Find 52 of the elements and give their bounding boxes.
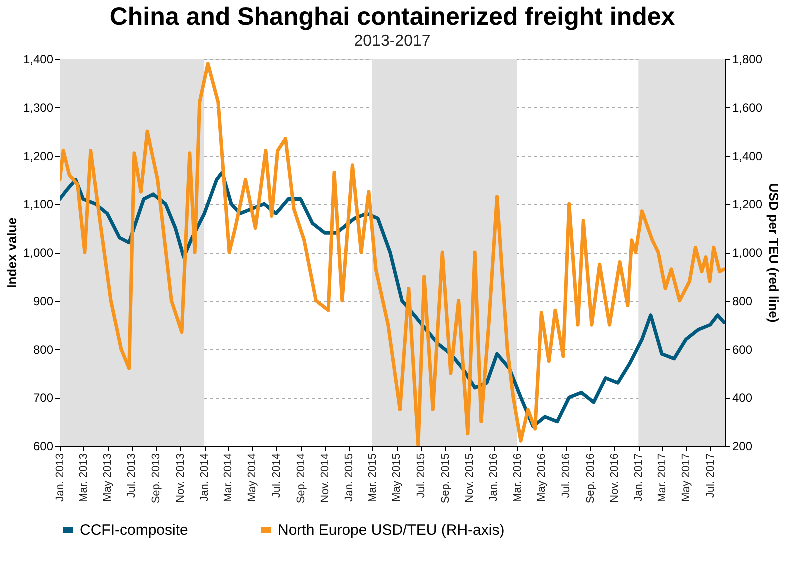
y-tick-label: 1,100 [23,198,54,212]
x-tick-label: Mar. 2017 [656,454,669,502]
x-tick-label: Sep. 2014 [295,454,308,504]
y-tick-label: 1,400 [23,52,54,66]
x-tick-label: Jul. 2013 [126,454,138,498]
x-tick-label: Nov. 2013 [174,454,187,503]
x-tick-label: Jan. 2013 [54,454,66,502]
x-tick-label: Jul. 2017 [704,454,717,498]
x-tick-label: May 2017 [680,454,693,502]
y-tick-label: 1,200 [23,149,54,164]
chart-subtitle: 2013-2017 [354,33,431,50]
x-tick-label: Jul. 2014 [270,454,283,498]
x-tick-label: Mar. 2016 [512,454,524,502]
legend-label: CCFI-composite [80,522,188,539]
x-tick-label: Mar. 2014 [222,454,234,502]
x-tick-label: Mar. 2013 [78,454,90,502]
x-tick-label: May 2013 [102,454,114,502]
x-tick-label: Sep. 2016 [584,454,597,504]
y2-tick-label: 400 [732,391,753,406]
chart-title: China and Shanghai containerized freight index [110,3,676,31]
x-tick-label: Nov. 2016 [608,454,621,503]
x-tick-label: Jul. 2016 [560,454,572,498]
x-tick-label: Jan. 2017 [633,454,646,502]
y2-tick-label: 1,800 [732,52,763,66]
x-tick-label: Jul. 2015 [415,454,428,498]
x-tick-label: May 2016 [536,454,548,502]
y-tick-label: 700 [33,391,54,406]
y2-tick-label: 1,400 [732,149,763,164]
y-tick-label: 600 [33,440,54,454]
y-tick-label: 800 [33,342,54,357]
x-tick-label: May 2014 [246,454,259,502]
y2-tick-label: 800 [732,294,753,308]
y2-tick-label: 200 [732,440,753,454]
y-tick-label: 900 [33,294,54,308]
x-tick-label: Jan. 2014 [199,454,212,502]
y2-tick-label: 1,200 [732,198,763,212]
x-tick-label: Sep. 2015 [440,454,452,504]
x-tick-label: Nov. 2014 [319,454,332,503]
y-tick-label: 1,300 [23,100,54,115]
x-tick-label: Mar. 2015 [367,454,379,502]
y-axis-title: Index value [4,218,20,288]
legend-label: North Europe USD/TEU (RH-axis) [278,522,505,539]
y2-tick-label: 1,000 [732,246,763,260]
x-tick-label: Jan. 2015 [344,454,356,502]
x-tick-label: Jan. 2016 [488,454,500,502]
y2-tick-label: 600 [732,342,753,357]
y2-tick-label: 1,600 [732,100,763,115]
x-tick-label: May 2015 [391,454,404,502]
y-tick-label: 1,000 [23,246,54,260]
y2-axis-title: USD per TEU (red line) [766,183,782,323]
x-tick-label: Sep. 2013 [150,454,163,504]
x-tick-label: Nov. 2015 [464,454,476,503]
